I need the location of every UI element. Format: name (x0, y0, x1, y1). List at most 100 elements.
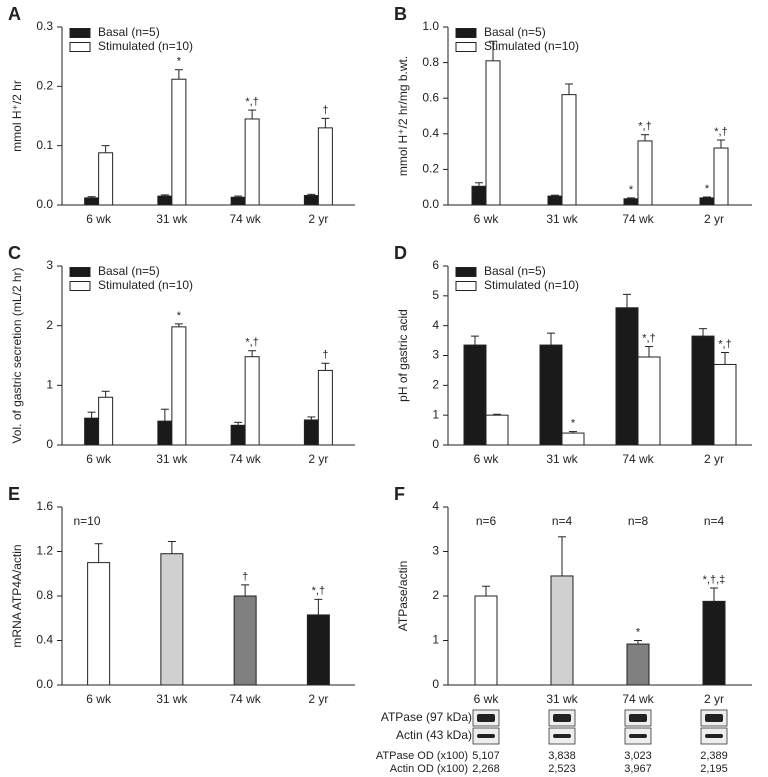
significance-mark: *,† (714, 126, 727, 138)
legend-label: Stimulated (n=10) (98, 39, 193, 53)
od-value: 3,967 (624, 763, 652, 775)
od-value: 5,107 (472, 750, 500, 762)
blot-band (553, 714, 571, 722)
significance-mark: *,† (312, 585, 325, 597)
y-axis-label: mRNA ATP4A/actin (10, 544, 24, 647)
y-tick-label: 2 (432, 378, 439, 392)
bar (160, 553, 184, 686)
x-tick-label: 2 yr (704, 212, 724, 226)
bar (157, 195, 173, 206)
y-tick-label: 4 (432, 318, 439, 332)
significance-mark: † (322, 349, 328, 361)
x-tick-label: 31 wk (156, 692, 188, 706)
bar (702, 600, 726, 686)
bar (561, 94, 577, 206)
blot-band (629, 734, 647, 738)
bar (306, 614, 330, 686)
bar (230, 424, 246, 446)
bar (317, 127, 333, 206)
bar (471, 185, 487, 206)
bar (699, 197, 715, 206)
y-tick-label: 2 (432, 588, 439, 602)
blot-band (553, 734, 571, 738)
y-tick-label: 1.6 (36, 499, 53, 513)
x-tick-label: 6 wk (474, 692, 500, 706)
bar (317, 369, 333, 446)
panel-label: C (8, 243, 21, 263)
y-axis-label: mmol H⁺/2 hr/mg b.wt. (396, 56, 410, 176)
y-tick-label: 0.0 (36, 677, 53, 691)
legend-label: Basal (n=5) (484, 25, 546, 39)
bar (98, 152, 114, 206)
legend-swatch (455, 267, 477, 277)
y-tick-label: 0 (46, 437, 53, 451)
bar (244, 118, 260, 206)
y-tick-label: 1 (432, 633, 439, 647)
x-tick-label: 74 wk (229, 692, 261, 706)
x-tick-label: 74 wk (622, 212, 654, 226)
bar (615, 307, 639, 446)
od-value: 2,195 (700, 763, 728, 775)
y-tick-label: 0.4 (422, 126, 439, 140)
legend-swatch (69, 42, 91, 52)
y-axis-label: mmol H⁺/2 hr (10, 80, 24, 152)
y-tick-label: 0.0 (36, 197, 53, 211)
n-label: n=4 (704, 514, 725, 528)
blot-band (629, 714, 647, 722)
y-tick-label: 4 (432, 499, 439, 513)
y-axis-label: pH of gastric acid (396, 309, 410, 402)
legend-swatch (455, 28, 477, 38)
legend-label: Stimulated (n=10) (484, 39, 579, 53)
bar (561, 432, 585, 446)
significance-mark: *,† (245, 96, 258, 108)
bar (244, 356, 260, 446)
y-tick-label: 0 (432, 677, 439, 691)
y-tick-label: 3 (46, 258, 53, 272)
legend-swatch (455, 281, 477, 291)
x-tick-label: 6 wk (86, 692, 112, 706)
significance-mark: *,† (718, 338, 731, 350)
bar (171, 78, 187, 206)
bar (713, 147, 729, 206)
y-tick-label: 0.6 (422, 90, 439, 104)
row-label: ATPase OD (x100) (376, 750, 468, 762)
significance-mark: *,† (642, 332, 655, 344)
bar (98, 396, 114, 446)
x-tick-label: 2 yr (704, 452, 724, 466)
legend-swatch (69, 281, 91, 291)
od-value: 2,389 (700, 750, 728, 762)
legend-label: Stimulated (n=10) (98, 278, 193, 292)
x-tick-label: 2 yr (308, 452, 328, 466)
bar (230, 196, 246, 206)
y-axis-label: Vol. of gastric secretion (mL/2 hr) (10, 267, 24, 443)
significance-mark: *,† (245, 337, 258, 349)
bar (623, 198, 639, 206)
y-tick-label: 3 (432, 544, 439, 558)
panel-label: B (394, 4, 407, 24)
x-tick-label: 74 wk (622, 452, 654, 466)
significance-mark: † (322, 104, 328, 116)
bar (84, 197, 100, 206)
bar (157, 420, 173, 446)
significance-mark: * (571, 417, 576, 429)
n-label: n=8 (628, 514, 649, 528)
y-tick-label: 0.2 (36, 79, 53, 93)
x-tick-label: 2 yr (308, 692, 328, 706)
blot-band (705, 734, 723, 738)
x-tick-label: 2 yr (704, 692, 724, 706)
y-tick-label: 0.3 (36, 19, 53, 33)
x-tick-label: 6 wk (86, 212, 112, 226)
bar (303, 419, 319, 446)
od-value: 2,268 (472, 763, 500, 775)
bar (303, 195, 319, 206)
legend-label: Basal (n=5) (98, 264, 160, 278)
bar (463, 344, 487, 446)
od-value: 2,523 (548, 763, 576, 775)
legend-label: Basal (n=5) (484, 264, 546, 278)
od-value: 3,838 (548, 750, 576, 762)
y-tick-label: 1.0 (422, 19, 439, 33)
bar (87, 562, 111, 686)
bar (485, 414, 509, 446)
od-value: 3,023 (624, 750, 652, 762)
x-tick-label: 6 wk (474, 212, 500, 226)
